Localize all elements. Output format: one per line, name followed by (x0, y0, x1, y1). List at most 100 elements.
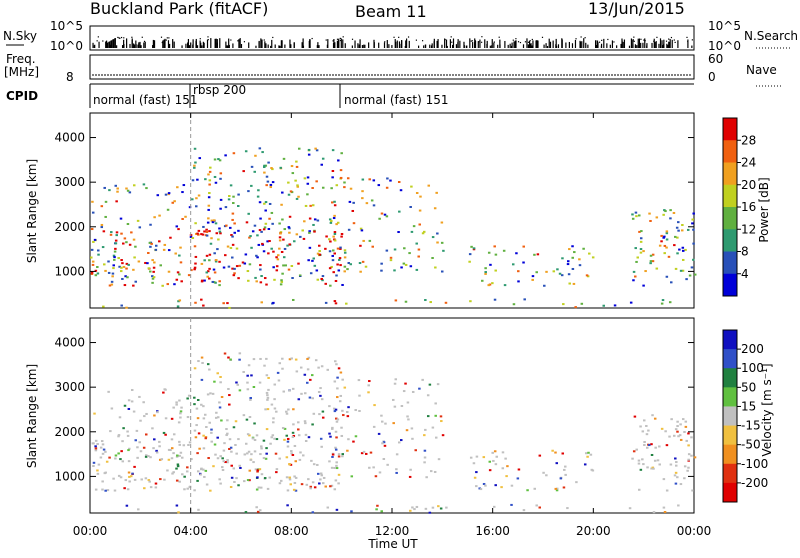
echo-cell (306, 368, 310, 371)
echo-cell (264, 408, 267, 411)
echo-cell (182, 184, 186, 187)
echo-cell (112, 264, 115, 267)
echo-cell (93, 238, 97, 241)
echo-cell (136, 456, 139, 459)
echo-cell (319, 478, 322, 481)
echo-cell (210, 440, 214, 443)
echo-cell (362, 450, 366, 453)
echo-cell (207, 196, 211, 199)
echo-cell (562, 303, 565, 306)
echo-cell (133, 465, 136, 468)
echo-cell (472, 247, 476, 250)
echo-cell (385, 186, 389, 189)
echo-cell (259, 264, 262, 267)
echo-cell (675, 226, 679, 229)
echo-cell (170, 438, 174, 441)
echo-cell (562, 486, 566, 489)
echo-cell (277, 379, 281, 382)
echo-cell (207, 457, 210, 460)
echo-cell (440, 420, 443, 423)
echo-cell (311, 259, 314, 262)
colorbar-tick-label: -100 (741, 457, 768, 471)
echo-cell (561, 452, 565, 455)
echo-cell (265, 428, 269, 431)
echo-cell (229, 184, 233, 187)
echo-cell (303, 220, 306, 223)
echo-cell (272, 421, 275, 424)
echo-cell (631, 217, 635, 220)
echo-cell (423, 461, 426, 464)
echo-cell (263, 164, 266, 167)
echo-cell (312, 223, 315, 226)
echo-cell (208, 183, 211, 186)
echo-cell (299, 451, 302, 454)
echo-cell (224, 461, 227, 464)
echo-cell (676, 236, 679, 239)
echo-cell (267, 161, 270, 164)
colorbar-tick-label: -50 (741, 438, 761, 452)
echo-cell (197, 360, 200, 363)
echo-cell (690, 436, 693, 439)
echo-cell (149, 245, 152, 248)
echo-cell (151, 277, 155, 280)
echo-cell (347, 262, 351, 265)
echo-cell (160, 458, 164, 461)
echo-cell (140, 478, 143, 481)
echo-cell (429, 301, 432, 304)
echo-cell (634, 275, 637, 278)
echo-cell (177, 511, 180, 514)
echo-cell (649, 219, 652, 222)
echo-cell (285, 476, 289, 479)
echo-cell (288, 227, 291, 230)
echo-cell (265, 391, 269, 394)
echo-cell (228, 448, 231, 451)
echo-cell (247, 364, 251, 367)
echo-cell (283, 427, 287, 430)
echo-cell (380, 510, 383, 513)
echo-cell (253, 450, 257, 453)
echo-cell (633, 415, 637, 418)
echo-cell (319, 472, 323, 475)
echo-cell (343, 270, 346, 273)
echo-cell (613, 304, 617, 307)
echo-cell (194, 232, 198, 235)
echo-cell (167, 193, 171, 196)
echo-cell (219, 177, 222, 180)
echo-cell (148, 241, 152, 244)
echo-cell (296, 185, 300, 188)
echo-cell (203, 259, 206, 262)
echo-cell (104, 215, 107, 218)
echo-cell (308, 230, 311, 233)
echo-cell (314, 147, 317, 150)
echo-cell (154, 248, 158, 251)
echo-cell (271, 168, 274, 171)
echo-cell (500, 486, 503, 489)
echo-cell (218, 159, 222, 162)
echo-cell (90, 248, 94, 251)
echo-cell (602, 304, 606, 307)
echo-cell (278, 239, 282, 242)
echo-cell (242, 170, 245, 173)
echo-cell (591, 256, 595, 259)
echo-cell (639, 251, 643, 254)
echo-cell (145, 433, 148, 436)
echo-cell (444, 301, 448, 304)
echo-cell (333, 300, 337, 303)
echo-cell (171, 472, 174, 475)
echo-cell (335, 461, 338, 464)
echo-cell (115, 200, 118, 203)
echo-cell (224, 206, 228, 209)
echo-cell (91, 260, 95, 263)
echo-cell (329, 435, 332, 438)
echo-cell (249, 396, 252, 399)
echo-cell (683, 465, 687, 468)
echo-cell (136, 446, 139, 449)
echo-cell (285, 412, 289, 415)
echo-cell (173, 283, 176, 286)
echo-cell (278, 457, 281, 460)
nsky-activity (92, 36, 693, 48)
echo-cell (324, 485, 327, 488)
echo-cell (265, 283, 268, 286)
echo-cell (431, 236, 435, 239)
echo-cell (110, 407, 114, 410)
